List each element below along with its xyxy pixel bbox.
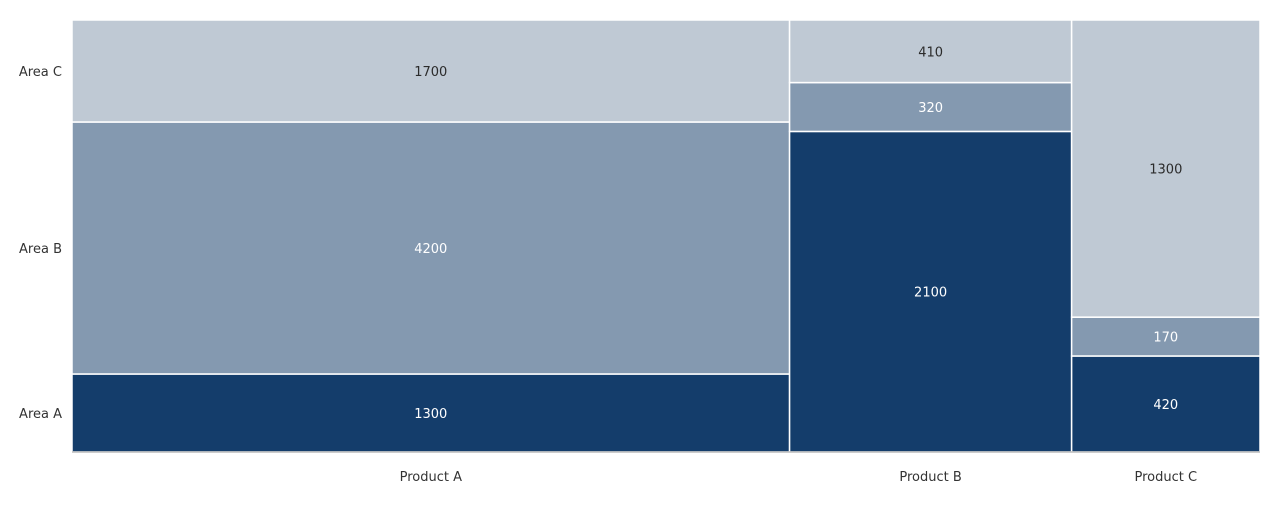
data-label-product-a-area-a: 1300 (414, 407, 447, 422)
data-label-product-c-area-c: 1300 (1149, 163, 1182, 178)
x-tick-product-b: Product B (899, 470, 961, 485)
y-tick-area-c: Area C (19, 65, 62, 80)
data-label-product-b-area-c: 410 (918, 45, 943, 60)
data-label-product-a-area-b: 4200 (414, 242, 447, 257)
cell-product-c-area-b (1070, 316, 1261, 357)
cell-product-b-area-c (788, 19, 1073, 84)
x-tick-product-c: Product C (1135, 470, 1198, 485)
cell-product-b-area-b (788, 81, 1073, 133)
data-label-product-c-area-b: 170 (1153, 331, 1178, 346)
data-label-product-b-area-b: 320 (918, 101, 943, 116)
data-label-product-b-area-a: 2100 (914, 286, 947, 301)
data-label-product-c-area-a: 420 (1153, 398, 1178, 413)
cell-product-b-area-a (788, 130, 1073, 453)
cell-product-c-area-c (1070, 19, 1261, 318)
cell-product-a-area-c (71, 19, 791, 123)
data-label-product-a-area-c: 1700 (414, 65, 447, 80)
y-tick-area-a: Area A (19, 407, 62, 422)
cell-product-a-area-a (71, 373, 791, 453)
cell-product-a-area-b (71, 121, 791, 375)
x-tick-product-a: Product A (400, 470, 462, 485)
y-tick-area-b: Area B (19, 242, 62, 257)
